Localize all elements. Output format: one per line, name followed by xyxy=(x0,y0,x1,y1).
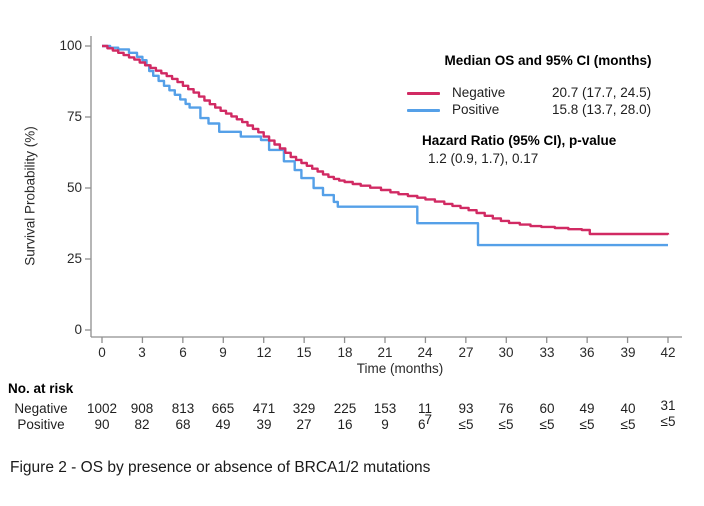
x-tick-label-24: 24 xyxy=(417,345,433,360)
survival-curve-negative xyxy=(102,44,670,236)
y-tick-label-75: 75 xyxy=(66,109,82,124)
x-tick-label-42: 42 xyxy=(660,345,676,360)
risk-negative-m12: 471 xyxy=(252,401,276,416)
hazard-ratio-value: 1.2 (0.9, 1.7), 0.17 xyxy=(428,151,539,166)
risk-negative-m6: 813 xyxy=(171,401,195,416)
x-tick-label-33: 33 xyxy=(539,345,555,360)
risk-negative-m18: 225 xyxy=(333,401,357,416)
risk-row-label-positive: Positive xyxy=(17,417,65,432)
figure-caption: Figure 2 - OS by presence or absence of … xyxy=(10,459,431,476)
risk-negative-m9: 665 xyxy=(211,401,235,416)
risk-positive-m12: 39 xyxy=(256,417,272,432)
legend-value-negative: 20.7 (17.7, 24.5) xyxy=(552,85,652,100)
risk-positive-m42: ≤5 xyxy=(660,414,676,429)
legend-title: Median OS and 95% CI (months) xyxy=(444,53,652,68)
risk-negative-m21: 153 xyxy=(373,401,397,416)
y-axis-title: Survival Probability (%) xyxy=(22,126,38,266)
x-tick-label-18: 18 xyxy=(337,345,353,360)
x-tick-label-3: 3 xyxy=(138,345,146,360)
risk-negative-m42: 31 xyxy=(660,398,676,413)
y-tick-label-25: 25 xyxy=(66,251,82,266)
risk-positive-m24-main: 6 xyxy=(417,417,426,432)
risk-negative-m15: 329 xyxy=(292,401,316,416)
risk-negative-m30: 76 xyxy=(498,401,514,416)
risk-positive-m24-superscript: 7 xyxy=(424,412,433,427)
legend-swatch-negative xyxy=(407,92,440,95)
hazard-ratio-heading: Hazard Ratio (95% CI), p-value xyxy=(422,133,617,148)
risk-positive-m30: ≤5 xyxy=(498,417,514,432)
x-tick-label-12: 12 xyxy=(256,345,272,360)
survival-curve-positive xyxy=(102,44,668,247)
legend-label-negative: Negative xyxy=(452,85,506,100)
x-tick-label-30: 30 xyxy=(498,345,514,360)
legend-label-positive: Positive xyxy=(452,102,500,117)
x-tick-label-27: 27 xyxy=(458,345,474,360)
y-tick-label-0: 0 xyxy=(74,322,82,337)
risk-positive-m15: 27 xyxy=(296,417,312,432)
risk-negative-m27: 93 xyxy=(458,401,474,416)
x-tick-label-15: 15 xyxy=(296,345,312,360)
x-tick-label-39: 39 xyxy=(620,345,636,360)
risk-positive-m18: 16 xyxy=(337,417,353,432)
risk-table-heading: No. at risk xyxy=(8,381,74,396)
x-axis-title: Time (months) xyxy=(356,361,444,376)
risk-positive-m36: ≤5 xyxy=(579,417,595,432)
y-tick-label-100: 100 xyxy=(59,38,82,53)
risk-negative-m24: 11 xyxy=(417,401,433,416)
risk-positive-m0: 90 xyxy=(94,417,110,432)
y-tick-label-50: 50 xyxy=(66,180,82,195)
risk-positive-m27: ≤5 xyxy=(458,417,474,432)
risk-row-label-negative: Negative xyxy=(14,401,68,416)
risk-negative-m33: 60 xyxy=(539,401,555,416)
risk-negative-m36: 49 xyxy=(579,401,595,416)
risk-positive-m39: ≤5 xyxy=(620,417,636,432)
risk-positive-m33: ≤5 xyxy=(539,417,555,432)
risk-positive-m24: 67 xyxy=(417,412,432,432)
risk-positive-m3: 82 xyxy=(134,417,150,432)
risk-negative-m39: 40 xyxy=(620,401,636,416)
risk-positive-m21: 9 xyxy=(381,417,389,432)
tick-marks xyxy=(85,45,669,343)
legend-swatch-positive xyxy=(407,109,440,112)
x-tick-label-9: 9 xyxy=(219,345,227,360)
risk-negative-m3: 908 xyxy=(130,401,154,416)
legend-value-positive: 15.8 (13.7, 28.0) xyxy=(552,102,652,117)
x-tick-label-21: 21 xyxy=(377,345,393,360)
risk-negative-m0: 1002 xyxy=(86,401,118,416)
risk-positive-m9: 49 xyxy=(215,417,231,432)
x-tick-label-6: 6 xyxy=(179,345,187,360)
x-tick-label-0: 0 xyxy=(98,345,106,360)
x-tick-label-36: 36 xyxy=(579,345,595,360)
risk-positive-m6: 68 xyxy=(175,417,191,432)
